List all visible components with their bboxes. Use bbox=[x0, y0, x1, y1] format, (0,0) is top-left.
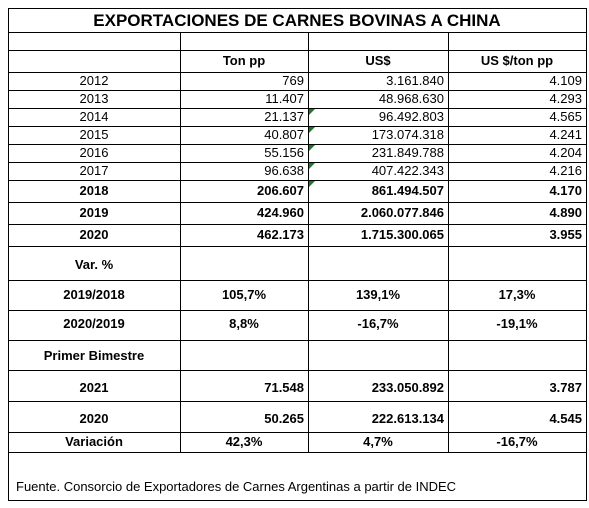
cell: 2018 bbox=[79, 183, 109, 198]
cell: 3.955 bbox=[549, 227, 582, 242]
cell: 173.074.318 bbox=[371, 127, 444, 142]
grid-line bbox=[8, 452, 586, 453]
cell: 4.204 bbox=[549, 145, 582, 160]
cell: 4.109 bbox=[549, 73, 582, 88]
comment-marker bbox=[309, 127, 315, 133]
grid-line bbox=[8, 32, 586, 33]
cell: 2021 bbox=[79, 380, 109, 395]
grid-line bbox=[8, 280, 586, 281]
grid-line bbox=[8, 50, 586, 51]
cell: 4,7% bbox=[363, 434, 393, 449]
grid-line bbox=[8, 202, 586, 203]
cell: 4.170 bbox=[549, 183, 582, 198]
cell: 50.265 bbox=[264, 411, 304, 426]
cell: 222.613.134 bbox=[371, 411, 444, 426]
grid-line bbox=[8, 72, 586, 73]
grid-line bbox=[8, 144, 586, 145]
cell: 2015 bbox=[79, 127, 109, 142]
cell: 40.807 bbox=[264, 127, 304, 142]
cell: 17,3% bbox=[498, 287, 536, 302]
cell: 2019/2018 bbox=[63, 287, 125, 302]
cell: 11.407 bbox=[265, 91, 304, 106]
border bbox=[586, 8, 587, 501]
grid-line bbox=[8, 340, 586, 341]
comment-marker bbox=[309, 145, 315, 151]
comment-marker bbox=[309, 109, 315, 115]
cell: 861.494.507 bbox=[371, 183, 444, 198]
cell: 2.060.077.846 bbox=[360, 205, 444, 220]
grid-line bbox=[8, 432, 586, 433]
cell: 3.161.840 bbox=[386, 73, 444, 88]
grid-line bbox=[8, 90, 586, 91]
source: Fuente. Consorcio de Exportadores de Car… bbox=[16, 479, 457, 494]
comment-marker bbox=[309, 181, 315, 187]
cell: 96.492.803 bbox=[378, 109, 444, 124]
cell: 462.173 bbox=[257, 227, 304, 242]
cell: 21.137 bbox=[264, 109, 304, 124]
grid-line bbox=[8, 246, 586, 247]
cell: 4.216 bbox=[549, 163, 582, 178]
cell: 2019 bbox=[79, 205, 109, 220]
cell: 55.156 bbox=[264, 145, 304, 160]
cell: 2013 bbox=[79, 91, 109, 106]
cell: 105,7% bbox=[221, 287, 267, 302]
cell: Variación bbox=[65, 434, 123, 449]
cell: US$ bbox=[365, 53, 391, 68]
cell: 4.545 bbox=[549, 411, 582, 426]
cell: 424.960 bbox=[257, 205, 304, 220]
cell: 2017 bbox=[79, 163, 109, 178]
cell: 8,8% bbox=[229, 316, 259, 331]
cell: 4.293 bbox=[549, 91, 582, 106]
cell: 4.565 bbox=[549, 109, 582, 124]
cell: -16,7% bbox=[357, 316, 399, 331]
comment-marker bbox=[309, 163, 315, 169]
cell: 2016 bbox=[79, 145, 109, 160]
cell: -19,1% bbox=[496, 316, 538, 331]
cell: Primer Bimestre bbox=[43, 348, 145, 363]
cell: Ton pp bbox=[222, 53, 266, 68]
grid-line bbox=[8, 126, 586, 127]
cell: Var. % bbox=[74, 257, 114, 272]
grid-line bbox=[180, 32, 181, 452]
grid-line bbox=[8, 310, 586, 311]
border bbox=[8, 500, 586, 501]
grid-line bbox=[8, 370, 586, 371]
grid-line bbox=[8, 162, 586, 163]
cell: 96.638 bbox=[264, 163, 304, 178]
grid-line bbox=[8, 108, 586, 109]
cell: 233.050.892 bbox=[371, 380, 444, 395]
cell: 2014 bbox=[79, 109, 109, 124]
grid-line bbox=[308, 32, 309, 452]
cell: 4.890 bbox=[549, 205, 582, 220]
border bbox=[8, 8, 586, 9]
cell: US $/ton pp bbox=[480, 53, 554, 68]
title: EXPORTACIONES DE CARNES BOVINAS A CHINA bbox=[93, 11, 501, 30]
grid-line bbox=[448, 32, 449, 452]
cell: 407.422.343 bbox=[371, 163, 444, 178]
grid-line bbox=[8, 401, 586, 402]
border bbox=[8, 8, 9, 501]
cell: 2020 bbox=[79, 411, 109, 426]
grid-line bbox=[8, 224, 586, 225]
cell: 206.607 bbox=[257, 183, 304, 198]
cell: 231.849.788 bbox=[371, 145, 444, 160]
cell: 42,3% bbox=[225, 434, 263, 449]
cell: 139,1% bbox=[355, 287, 401, 302]
cell: 1.715.300.065 bbox=[360, 227, 444, 242]
cell: 48.968.630 bbox=[378, 91, 444, 106]
grid-line bbox=[8, 180, 586, 181]
cell: 3.787 bbox=[549, 380, 582, 395]
cell: 4.241 bbox=[549, 127, 582, 142]
cell: 769 bbox=[282, 73, 304, 88]
cell: 2020/2019 bbox=[63, 316, 125, 331]
cell: 71.548 bbox=[264, 380, 304, 395]
cell: 2012 bbox=[79, 73, 109, 88]
cell: 2020 bbox=[79, 227, 109, 242]
cell: -16,7% bbox=[496, 434, 538, 449]
